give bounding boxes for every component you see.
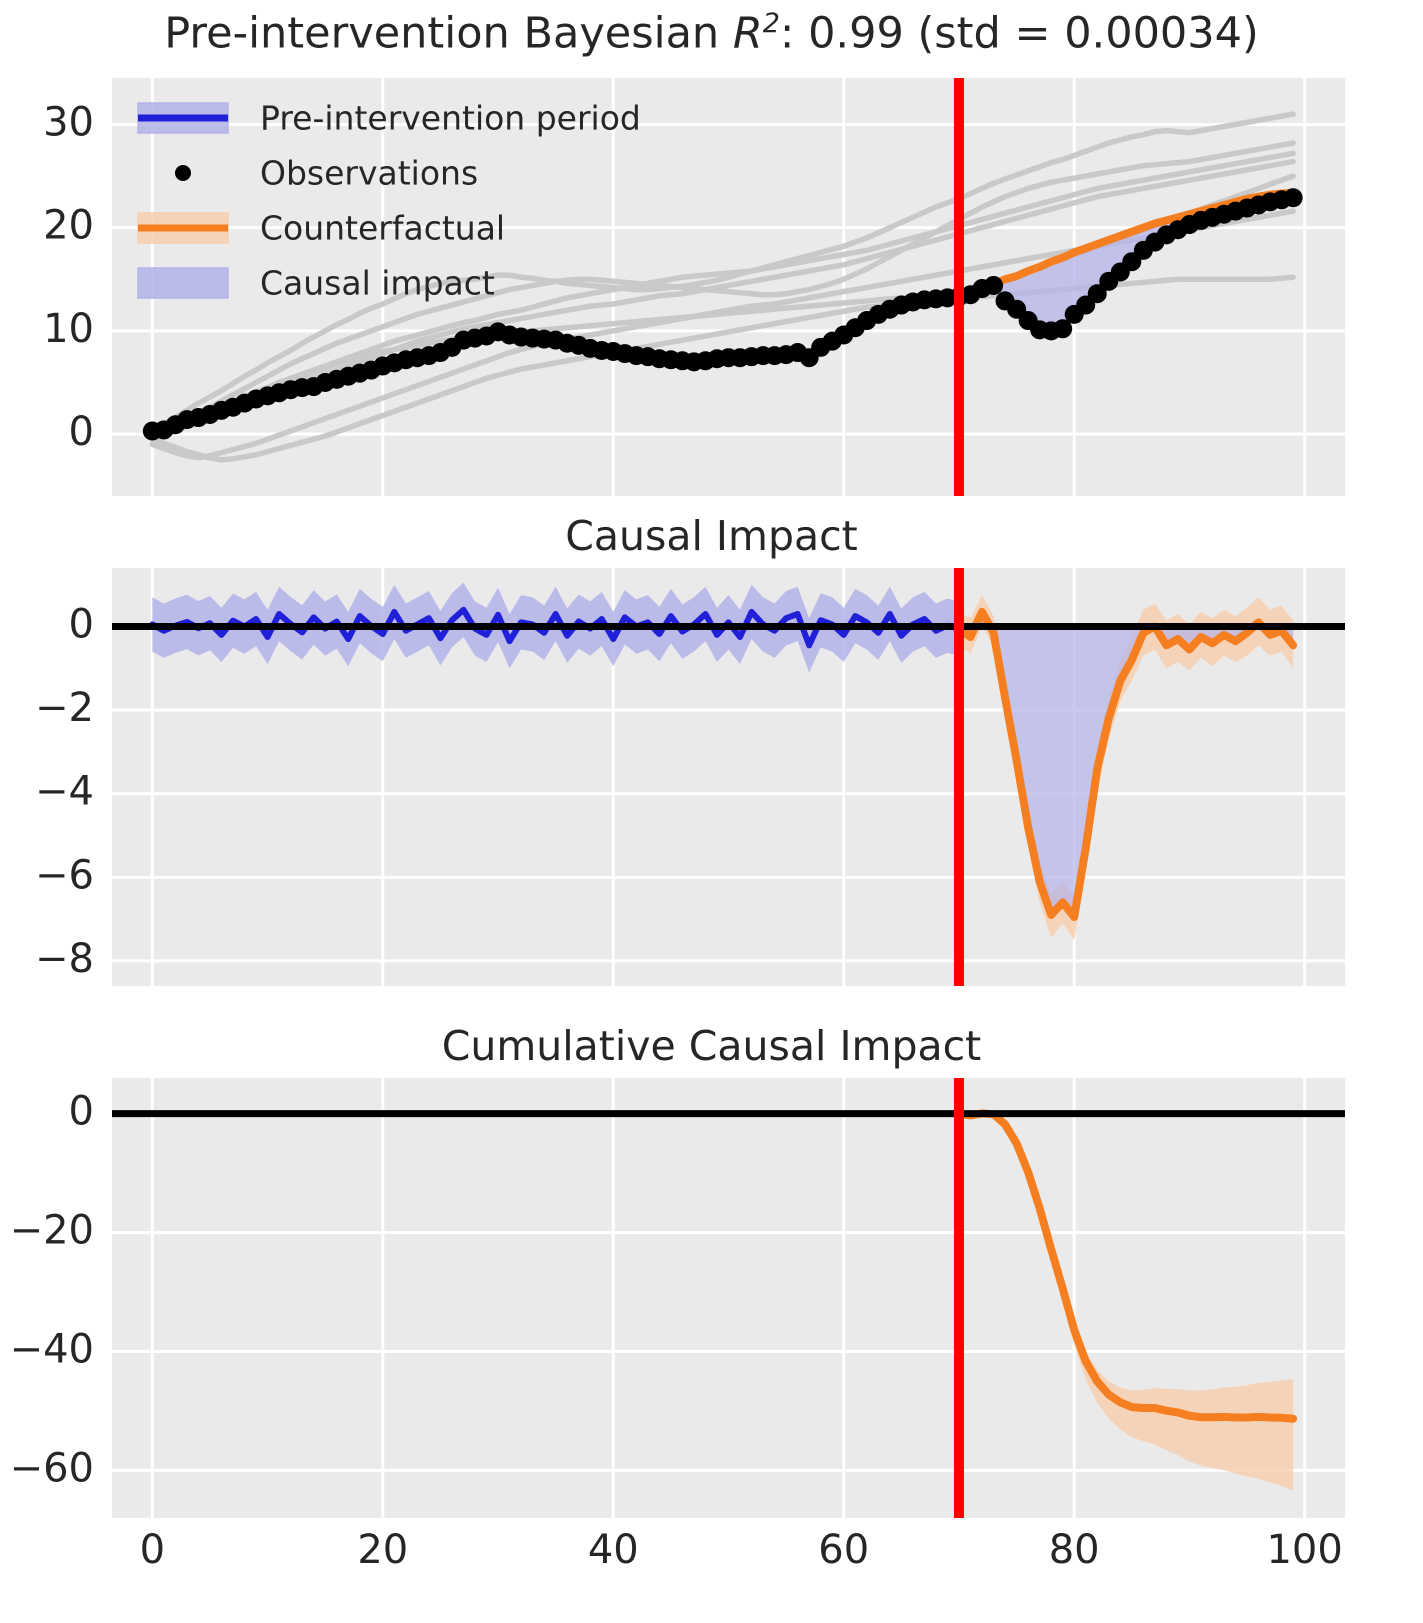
legend-label: Pre-intervention period: [260, 99, 641, 138]
observation-point: [1087, 284, 1107, 304]
counterfactual-line: [954, 1109, 1298, 1423]
plot-area-panel-observed: [112, 78, 1345, 496]
y-tick-label: −8: [35, 936, 94, 982]
y-tick-label: 30: [43, 99, 94, 145]
panel-panel-cumulative: 0 −20 −40 −60 0 20 40 60 80 100: [10, 1078, 1345, 1573]
plot-area-panel-impact: [112, 568, 1345, 986]
pre-intervention-line: [149, 606, 962, 649]
observation-point: [984, 275, 1004, 295]
control-unit-line: [149, 158, 1296, 436]
page-title: Pre-intervention Bayesian R2: 0.99 (std …: [0, 8, 1423, 58]
y-tick-label: 10: [43, 306, 94, 352]
x-tick-label: 0: [140, 1527, 165, 1573]
x-tick-label: 20: [357, 1527, 408, 1573]
legend-label: Observations: [260, 154, 478, 193]
legend: Pre-intervention period Observations Count…: [137, 99, 641, 303]
legend-swatch-dot: [175, 165, 191, 181]
panel-panel-impact: 0 −2 −4 −6 −8: [35, 568, 1345, 986]
panel-title-causal-impact: Causal Impact: [565, 512, 858, 560]
y-tick-label: 0: [69, 602, 94, 648]
panel-panel-observed: 0 10 20 30: [43, 78, 1345, 496]
x-tick-label: 100: [1266, 1527, 1342, 1573]
control-unit-line: [149, 140, 1296, 435]
y-tick-label: −2: [35, 685, 94, 731]
title-rsq-exponent: 2: [762, 8, 780, 39]
y-tick-label: −4: [35, 769, 94, 815]
y-tick-label: −60: [10, 1445, 94, 1491]
title-rsq-symbol: R: [732, 8, 763, 59]
title-prefix: Pre-intervention Bayesian: [164, 8, 733, 59]
causal-impact-region: [958, 611, 1294, 918]
counterfactual-line: [954, 607, 1298, 922]
plot-background-panel-cumulative: [112, 1078, 1345, 1518]
observation-point: [1283, 188, 1303, 208]
y-tick-label: −6: [35, 852, 94, 898]
y-tick-label: 0: [69, 409, 94, 455]
x-tick-label: 40: [588, 1527, 639, 1573]
x-tick-label: 60: [818, 1527, 869, 1573]
control-unit-line: [149, 111, 1296, 433]
observation-point: [1053, 319, 1073, 339]
y-tick-label: −40: [10, 1327, 94, 1373]
panel-title-cumulative-causal-impact: Cumulative Causal Impact: [441, 1022, 982, 1070]
y-tick-label: 0: [69, 1089, 94, 1135]
legend-swatch-band: [137, 267, 229, 299]
x-tick-label: 80: [1049, 1527, 1100, 1573]
legend-label: Causal impact: [260, 264, 495, 303]
title-suffix: : 0.99 (std = 0.00034): [779, 8, 1259, 59]
legend-label: Counterfactual: [260, 209, 505, 248]
uncertainty-band: [958, 1111, 1294, 1491]
counterfactual-line: [954, 188, 1298, 301]
plot-area-panel-cumulative: [112, 1078, 1345, 1518]
y-tick-label: −20: [10, 1208, 94, 1254]
y-tick-label: 20: [43, 203, 94, 249]
